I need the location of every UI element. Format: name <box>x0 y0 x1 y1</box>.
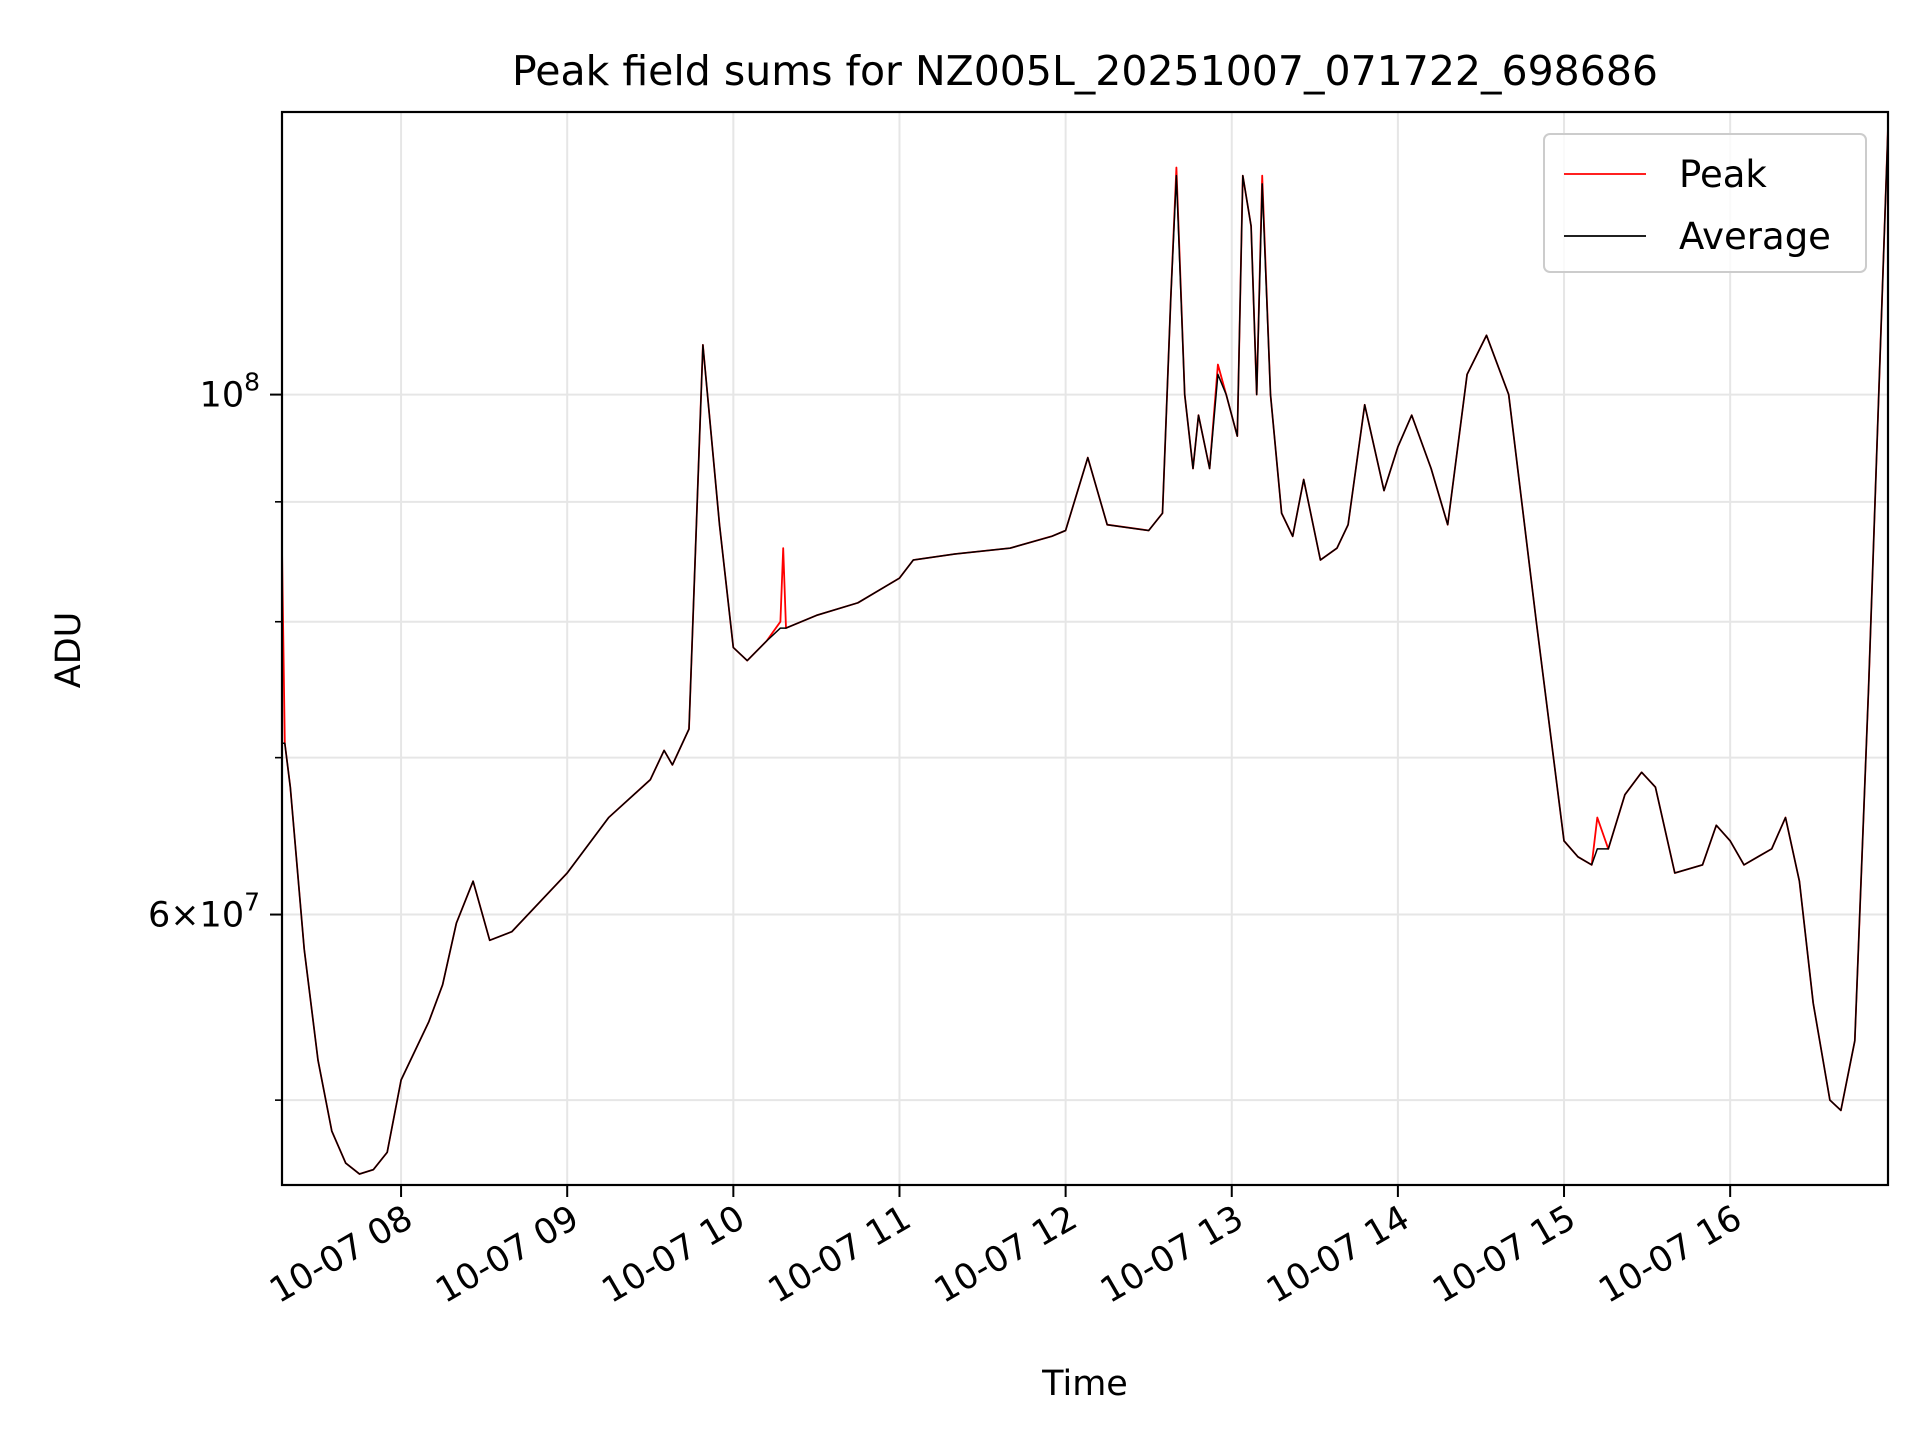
y-tick-label: 6×107 <box>148 888 260 936</box>
y-tick-exponent: 7 <box>244 888 260 917</box>
legend-label-average: Average <box>1679 215 1831 258</box>
y-axis-label: ADU <box>49 612 89 689</box>
x-axis-label: Time <box>1041 1364 1128 1404</box>
grid <box>282 112 1888 1185</box>
y-tick-exponent: 8 <box>244 368 260 397</box>
y-tick-base: 10 <box>200 376 245 416</box>
legend: Peak Average <box>1543 133 1867 273</box>
y-tick-label: 108 <box>200 368 260 416</box>
legend-label-peak: Peak <box>1679 153 1767 196</box>
legend-box <box>1543 133 1867 273</box>
chart-title: Peak field sums for NZ005L_20251007_0717… <box>512 47 1658 95</box>
y-tick-base: 10 <box>200 896 245 936</box>
y-tick-mantissa: 6 <box>148 896 170 936</box>
plot-frame <box>280 110 1890 1187</box>
series-line-average <box>282 127 1889 1175</box>
y-tick-times-sign: × <box>170 896 199 936</box>
plot-series <box>281 127 1889 1175</box>
